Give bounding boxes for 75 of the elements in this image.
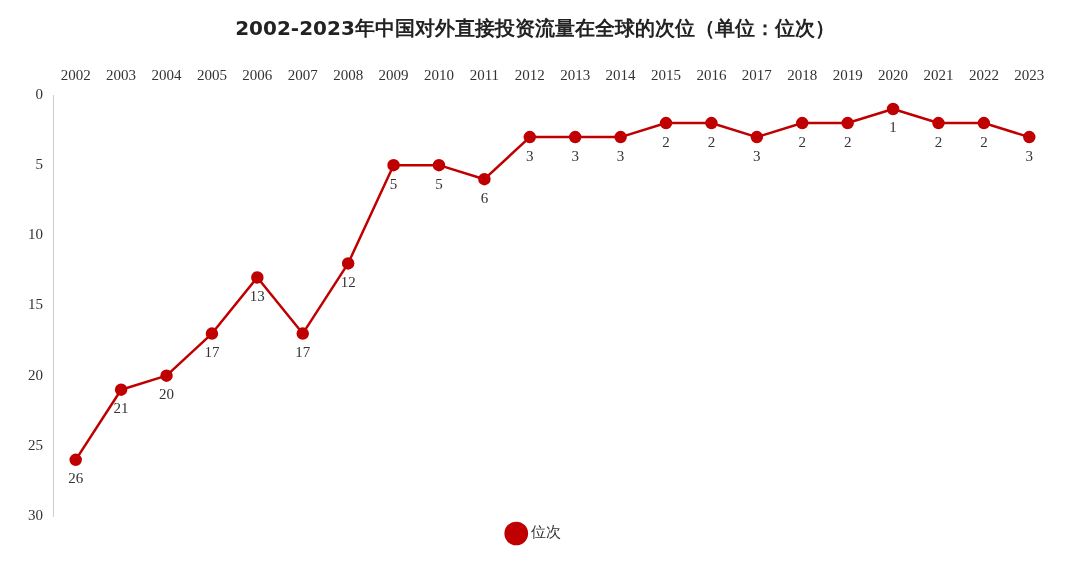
point [523, 130, 537, 144]
x-tick-label: 2007 [287, 66, 319, 83]
point [69, 453, 82, 467]
x-tick-label: 2005 [196, 66, 227, 83]
x-tick-label: 2018 [787, 66, 818, 83]
point [750, 130, 764, 144]
data-label: 2 [980, 133, 988, 150]
point [568, 130, 582, 144]
point [205, 327, 219, 340]
x-tick-label: 2021 [923, 66, 954, 83]
data-label: 3 [1025, 147, 1034, 164]
data-label: 1 [889, 119, 897, 136]
y-tick-label: 15 [28, 296, 43, 313]
x-tick-label: 2010 [423, 66, 454, 83]
data-label: 20 [159, 386, 175, 403]
data-label: 2 [934, 133, 943, 150]
point [1023, 130, 1036, 144]
data-label: 3 [571, 147, 579, 164]
y-tick-label: 0 [35, 85, 43, 102]
data-label: 13 [249, 287, 265, 304]
x-tick-label: 2022 [968, 66, 999, 83]
x-tick-label: 2014 [605, 66, 637, 83]
point [432, 158, 446, 172]
point [977, 116, 991, 130]
point [478, 172, 491, 186]
x-tick-label: 2023 [1014, 66, 1045, 83]
x-tick-label: 2020 [878, 66, 909, 83]
data-label: 5 [435, 175, 443, 192]
data-label: 17 [295, 344, 311, 360]
x-tick-label: 2009 [378, 66, 409, 83]
x-tick-label: 2016 [696, 66, 727, 83]
point [796, 116, 809, 130]
data-label: 2 [662, 133, 670, 150]
x-tick-label: 2004 [151, 66, 183, 83]
point [932, 116, 945, 130]
data-label: 3 [753, 147, 761, 164]
data-label: 21 [113, 400, 129, 417]
chart-title: 2002-2023年中国对外直接投资流量在全球的次位（单位：位次） [235, 16, 835, 41]
data-label: 2 [798, 133, 806, 150]
y-tick-label: 10 [28, 226, 43, 243]
y-tick-label: 30 [28, 506, 43, 523]
y-tick-label: 5 [35, 156, 43, 173]
point [659, 116, 673, 130]
data-label: 3 [526, 147, 534, 164]
x-tick-label: 2003 [106, 66, 137, 83]
point [705, 116, 718, 130]
point [341, 257, 355, 270]
data-label: 17 [204, 344, 220, 360]
data-label: 26 [68, 470, 84, 487]
x-tick-label: 2002 [60, 66, 91, 83]
point [886, 102, 900, 116]
x-tick-label: 2008 [333, 66, 364, 83]
data-label: 2 [707, 133, 716, 150]
point [841, 116, 854, 130]
x-tick-label: 2017 [741, 66, 773, 83]
x-tick-label: 2015 [651, 66, 682, 83]
data-label: 2 [843, 133, 852, 150]
data-label: 3 [616, 147, 625, 164]
data-label: 6 [480, 189, 489, 206]
point [114, 383, 128, 396]
x-tick-label: 2006 [242, 66, 273, 83]
point [614, 130, 627, 144]
point [160, 369, 173, 382]
y-tick-label: 25 [28, 436, 43, 453]
legend-label: 位次 [531, 523, 562, 542]
data-label: 12 [340, 273, 356, 290]
x-tick-label: 2012 [514, 66, 545, 83]
point [387, 158, 400, 172]
x-tick-label: 2019 [832, 66, 863, 83]
x-tick-label: 2011 [469, 66, 500, 83]
x-tick-label: 2013 [560, 66, 591, 83]
point [296, 327, 309, 340]
point [251, 271, 264, 284]
y-tick-label: 20 [28, 366, 43, 383]
data-label: 5 [389, 175, 398, 192]
